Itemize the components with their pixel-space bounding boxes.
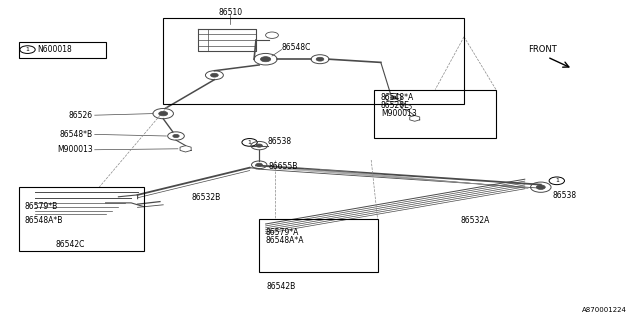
Text: 86532A: 86532A [461, 216, 490, 225]
Text: 86579*A: 86579*A [266, 228, 299, 237]
Text: 1: 1 [26, 47, 29, 52]
Text: FRONT: FRONT [528, 45, 557, 54]
Text: 86542C: 86542C [56, 240, 85, 249]
Text: 86548A*B: 86548A*B [24, 216, 63, 225]
Bar [163, 18, 464, 104]
Bar [374, 90, 496, 138]
Circle shape [536, 185, 545, 189]
Text: 86526E: 86526E [381, 101, 410, 110]
Text: 86526: 86526 [68, 111, 93, 120]
Circle shape [159, 111, 168, 116]
Text: 1: 1 [555, 178, 559, 183]
Text: 86542B: 86542B [267, 282, 296, 291]
Text: 86510: 86510 [218, 8, 243, 17]
Text: M900013: M900013 [381, 109, 417, 118]
Text: N600018: N600018 [37, 45, 72, 54]
Circle shape [173, 134, 179, 138]
Bar [19, 42, 106, 58]
Text: 86579*B: 86579*B [24, 202, 58, 211]
Text: 86548*A: 86548*A [381, 93, 414, 102]
Circle shape [390, 96, 397, 99]
Text: 86548C: 86548C [282, 43, 311, 52]
Text: 86655B: 86655B [269, 162, 298, 171]
Text: 86548*B: 86548*B [60, 130, 93, 139]
Circle shape [260, 57, 271, 62]
Circle shape [211, 73, 218, 77]
Text: A870001224: A870001224 [582, 307, 627, 313]
Circle shape [256, 163, 262, 166]
Text: 86538: 86538 [552, 191, 577, 200]
Bar [259, 219, 378, 272]
Text: M900013: M900013 [57, 145, 93, 154]
Text: 86548A*A: 86548A*A [266, 236, 304, 245]
Text: 86538: 86538 [268, 137, 292, 146]
Circle shape [316, 57, 324, 61]
Text: 86532B: 86532B [192, 193, 221, 202]
Text: 1: 1 [248, 140, 252, 145]
Circle shape [256, 144, 262, 147]
Bar [19, 187, 144, 251]
